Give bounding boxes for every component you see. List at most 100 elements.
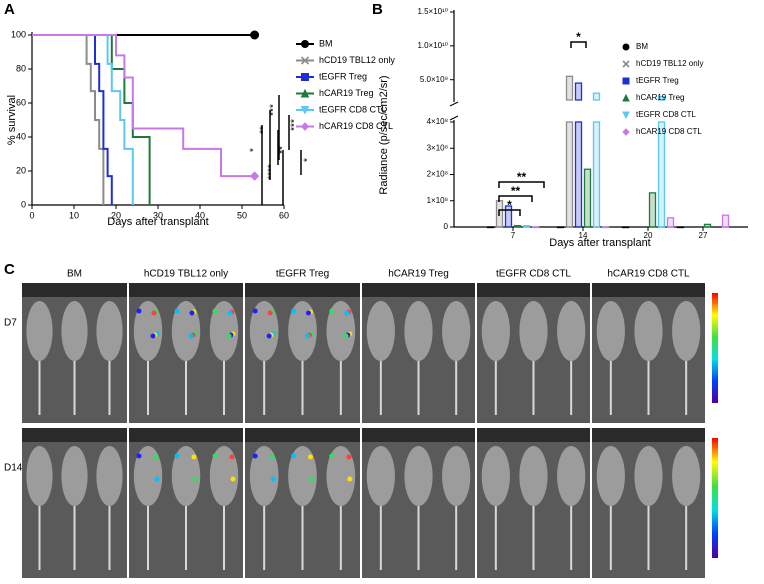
- y-tick-label: 100: [11, 29, 26, 39]
- signal: [347, 476, 353, 482]
- x-tick-label: 27: [699, 231, 708, 240]
- mouse: [26, 446, 53, 506]
- mouse: [326, 446, 356, 506]
- bar: [504, 205, 513, 228]
- significance-bracket: [498, 195, 533, 202]
- bar: [676, 226, 685, 229]
- significance-label: *: [576, 30, 581, 44]
- signal: [174, 453, 180, 459]
- signal: [267, 310, 273, 316]
- survival-curve: [32, 34, 113, 205]
- x-tick-label: 20: [644, 231, 653, 240]
- marker: [250, 30, 260, 40]
- axis: [31, 32, 284, 206]
- mouse: [249, 301, 279, 361]
- marker: [301, 40, 309, 48]
- bar: [531, 226, 540, 229]
- row-label: D14: [4, 463, 23, 474]
- image-header: [245, 283, 360, 297]
- signal: [188, 333, 194, 339]
- legend-label: BM: [319, 38, 333, 48]
- x-tick-label: 50: [237, 210, 247, 220]
- marker: [300, 88, 310, 98]
- image-header: [129, 428, 243, 442]
- bar: [721, 214, 730, 228]
- image-header: [362, 283, 475, 297]
- signal: [189, 310, 195, 316]
- mouse: [26, 301, 53, 361]
- bar: [556, 226, 565, 229]
- legend-label: hCAR19 CD8 CTL: [636, 127, 702, 136]
- bar: [621, 226, 630, 229]
- image-header: [477, 428, 590, 442]
- image-header: [592, 283, 705, 297]
- signal: [344, 310, 350, 316]
- x-tick-label: 7: [511, 231, 516, 240]
- marker: [300, 122, 310, 131]
- column-label: BM: [67, 269, 82, 280]
- signal: [174, 308, 180, 314]
- significance-bracket: [498, 209, 521, 216]
- image-header: [362, 428, 475, 442]
- mouse: [672, 301, 701, 361]
- legend-label: hCD19 TBL12 only: [319, 55, 395, 65]
- x-tick-label: 40: [195, 210, 205, 220]
- signal: [136, 453, 142, 459]
- mouse: [133, 446, 163, 506]
- y-tick-label: 3×10⁸: [427, 143, 448, 152]
- signal: [154, 476, 160, 482]
- mouse: [366, 446, 395, 506]
- signal: [306, 310, 311, 316]
- signal: [308, 454, 313, 460]
- marker: [300, 56, 310, 65]
- mouse: [171, 301, 201, 361]
- mouse: [557, 446, 586, 506]
- mouse: [519, 446, 548, 506]
- bar: [565, 121, 574, 228]
- mouse: [481, 446, 510, 506]
- survival-curve: [32, 34, 134, 205]
- significance-label: **: [278, 146, 289, 154]
- significance-bracket: [498, 181, 545, 188]
- column-label: tEGFR CD8 CTL: [496, 269, 571, 280]
- bar: [648, 192, 657, 228]
- mouse: [519, 301, 548, 361]
- bar: [574, 82, 583, 101]
- mouse: [171, 446, 201, 506]
- y-tick-label: 60: [16, 97, 26, 107]
- signal: [266, 333, 272, 339]
- significance-label: ***: [290, 119, 301, 131]
- mouse: [404, 446, 433, 506]
- signal: [226, 333, 232, 339]
- mouse: [634, 301, 663, 361]
- marker: [622, 77, 630, 85]
- significance-label: **: [511, 184, 521, 198]
- bar: [703, 223, 712, 228]
- bar: [565, 75, 574, 101]
- signal: [227, 310, 233, 316]
- significance-label: **: [517, 170, 527, 184]
- signal: [230, 476, 236, 482]
- image-header: [129, 283, 243, 297]
- significance-label: *: [249, 148, 260, 152]
- marker: [622, 128, 630, 136]
- y-tick-label: 40: [16, 131, 26, 141]
- significance-label: ***: [269, 104, 280, 116]
- marker: [622, 93, 630, 102]
- marker: [622, 60, 630, 68]
- signal: [252, 453, 258, 459]
- signal: [291, 308, 296, 314]
- bar: [513, 225, 522, 228]
- legend-label: tEGFR Treg: [636, 76, 679, 85]
- signal: [212, 308, 218, 314]
- legend-label: tEGFR Treg: [319, 71, 367, 81]
- signal: [329, 308, 335, 314]
- mouse: [61, 446, 88, 506]
- legend-label: hCAR19 Treg: [319, 88, 374, 98]
- image-header: [245, 428, 360, 442]
- column-label: hCAR19 Treg: [388, 269, 449, 280]
- bar: [657, 121, 666, 228]
- legend-label: hCD19 TBL12 only: [636, 59, 703, 68]
- x-tick-label: 10: [69, 210, 79, 220]
